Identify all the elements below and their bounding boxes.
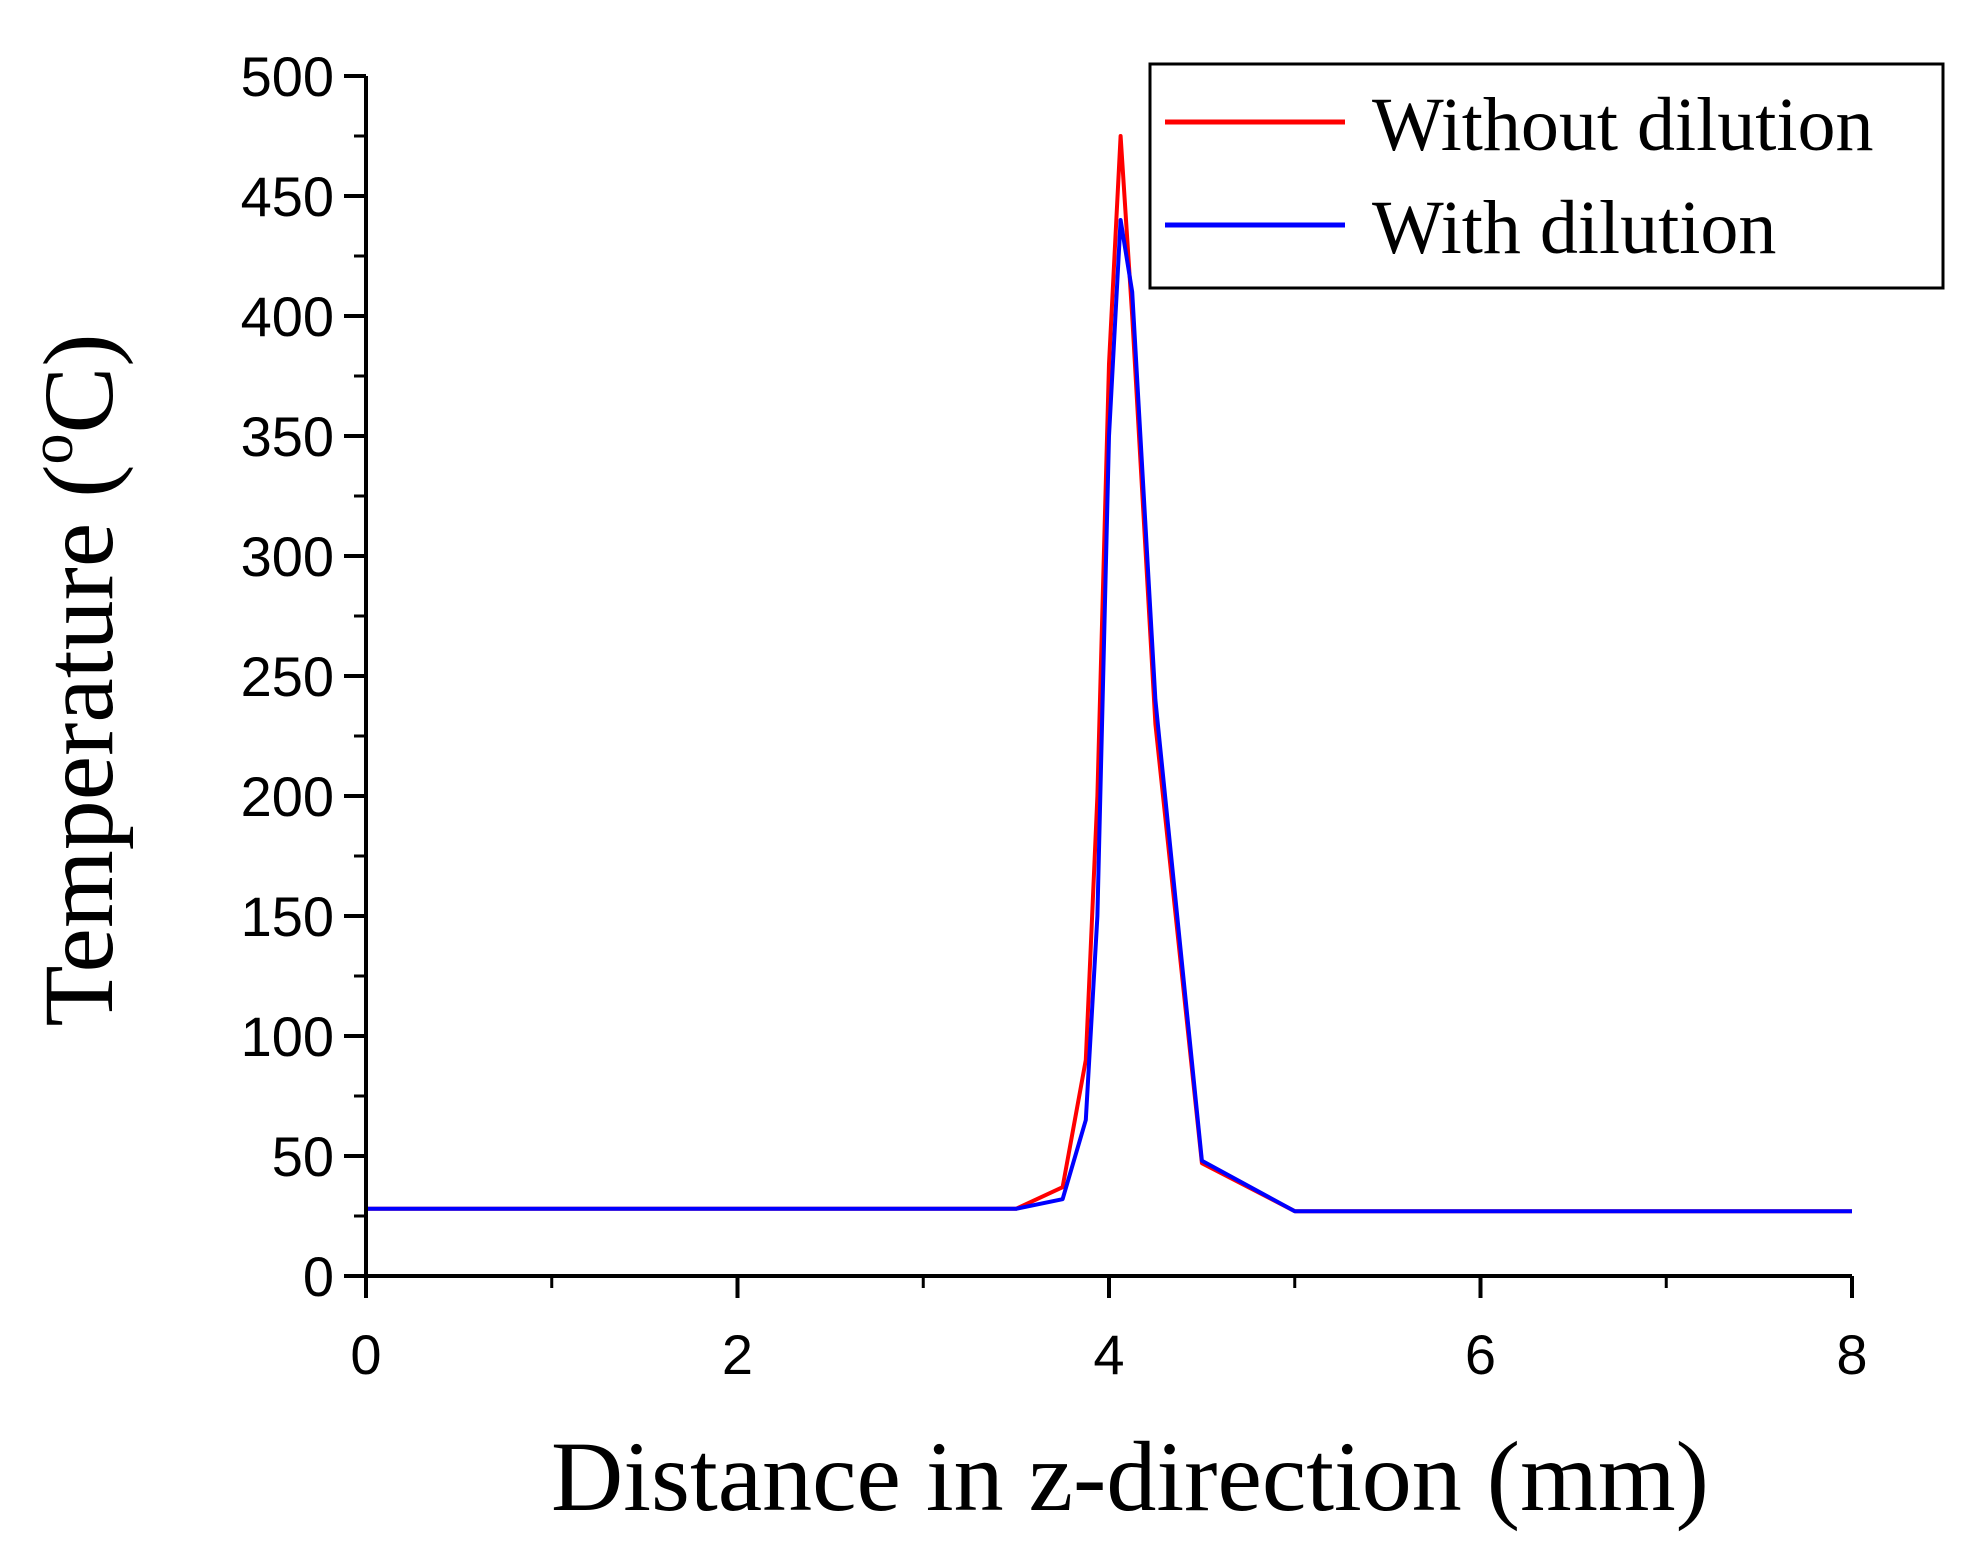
series-group bbox=[366, 134, 1852, 1214]
x-tick-label: 0 bbox=[350, 1323, 381, 1386]
x-tick-label: 8 bbox=[1836, 1323, 1867, 1386]
y-tick-label: 200 bbox=[241, 765, 334, 828]
y-tick-label: 50 bbox=[272, 1125, 334, 1188]
y-tick-label: 500 bbox=[241, 45, 334, 108]
legend-label-without-dilution: Without dilution bbox=[1372, 83, 1874, 167]
x-major-ticks bbox=[364, 1276, 1854, 1298]
y-axis-title-unit: C) bbox=[23, 333, 134, 433]
legend: Without dilution With dilution bbox=[1148, 62, 1945, 290]
x-tick-label: 6 bbox=[1465, 1323, 1496, 1386]
legend-label-with-dilution: With dilution bbox=[1372, 186, 1776, 270]
y-tick-label: 250 bbox=[241, 645, 334, 708]
y-tick-label: 450 bbox=[241, 165, 334, 228]
y-tick-labels: 0 50 100 150 200 250 300 350 400 450 500 bbox=[241, 45, 334, 1308]
y-tick-label: 0 bbox=[303, 1245, 334, 1308]
y-axis-title: Temperature (oC) bbox=[18, 333, 134, 1026]
y-tick-label: 300 bbox=[241, 525, 334, 588]
legend-box bbox=[1148, 62, 1945, 290]
y-axis-title-text: Temperature (oC) bbox=[18, 333, 134, 1026]
x-tick-label: 2 bbox=[722, 1323, 753, 1386]
y-major-ticks bbox=[344, 74, 366, 1278]
y-tick-label: 350 bbox=[241, 405, 334, 468]
y-tick-label: 100 bbox=[241, 1005, 334, 1068]
x-tick-label: 4 bbox=[1093, 1323, 1124, 1386]
x-axis-title: Distance in z-direction (mm) bbox=[551, 1421, 1709, 1532]
y-tick-label: 150 bbox=[241, 885, 334, 948]
y-axis-title-main: Temperature ( bbox=[23, 464, 134, 1026]
series-line-with-dilution bbox=[366, 218, 1852, 1214]
y-axis-title-degree: o bbox=[18, 433, 86, 464]
y-tick-label: 400 bbox=[241, 285, 334, 348]
x-tick-labels: 0 2 4 6 8 bbox=[350, 1323, 1867, 1386]
